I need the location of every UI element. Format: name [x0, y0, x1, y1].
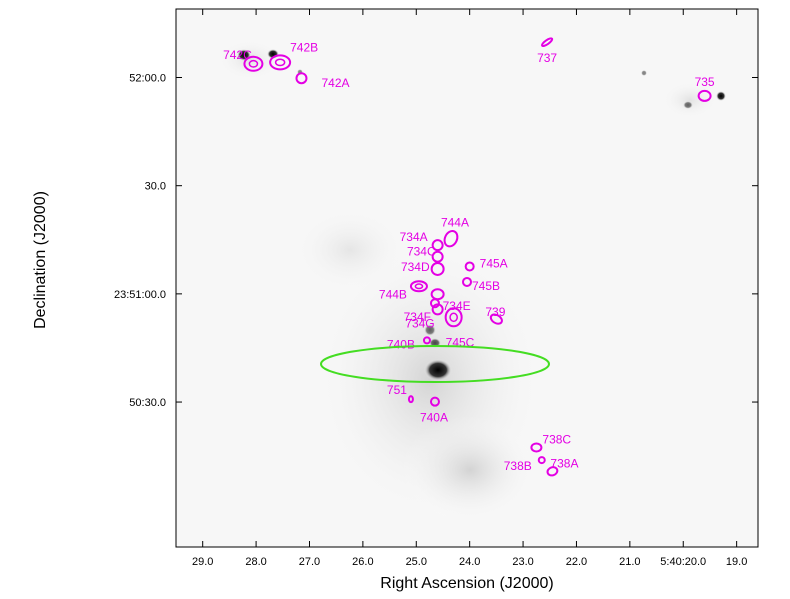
- contour-740b: [422, 336, 431, 345]
- label-738c: 738C: [542, 432, 571, 446]
- contour-739: [489, 313, 503, 325]
- label-738b: 738B: [504, 459, 532, 473]
- label-740a: 740A: [420, 411, 448, 425]
- label-751: 751: [387, 383, 407, 397]
- contour-735: [697, 89, 712, 102]
- x-tick-label: 28.0: [245, 556, 266, 568]
- contour-745a: [464, 261, 475, 272]
- label-734f: 734F: [404, 310, 431, 324]
- contour-738a: [546, 466, 559, 477]
- contour-751: [407, 395, 414, 404]
- label-742c: 742C: [223, 48, 252, 62]
- label-734g: 734G: [405, 316, 434, 330]
- label-744b: 744B: [379, 287, 407, 301]
- contour-745b: [462, 276, 472, 287]
- contour-734d: [430, 261, 445, 276]
- x-tick-label: 24.0: [459, 556, 480, 568]
- label-737: 737: [537, 51, 557, 65]
- x-axis-title: Right Ascension (J2000): [380, 575, 553, 592]
- x-tick-label: 22.0: [566, 556, 587, 568]
- contour-744b: [409, 280, 428, 293]
- label-745b: 745B: [472, 279, 500, 293]
- y-tick-label: 50:30.0: [129, 397, 166, 409]
- contour-738c: [530, 442, 543, 453]
- label-739: 739: [485, 305, 505, 319]
- plot-frame: [175, 8, 759, 548]
- y-tick-label: 30.0: [145, 181, 166, 193]
- greyscale-image: [176, 9, 758, 547]
- contour-745c: [444, 307, 463, 328]
- x-tick-label: 19.0: [726, 556, 747, 568]
- x-tick-label: 25.0: [406, 556, 427, 568]
- contour-738b: [537, 456, 546, 465]
- contour-734g: [431, 303, 444, 316]
- contour-inner-745c: [449, 312, 459, 323]
- x-tick-label: 21.0: [619, 556, 640, 568]
- contour-734a: [431, 239, 444, 252]
- contour-742b: [269, 54, 292, 71]
- contour-inner-742c: [248, 59, 259, 68]
- y-tick-label: 52:00.0: [129, 73, 166, 85]
- contour-740a: [429, 396, 440, 407]
- y-tick-label: 23:51:00.0: [114, 289, 166, 301]
- contour-inner-742b: [274, 58, 286, 67]
- contour-734c: [431, 250, 444, 263]
- x-tick-label: 27.0: [299, 556, 320, 568]
- label-734c: 734C: [407, 245, 436, 259]
- source-contours: [243, 37, 712, 477]
- contour-742c: [243, 55, 264, 72]
- contour-742a: [295, 72, 308, 85]
- label-742b: 742B: [290, 40, 318, 54]
- label-742a: 742A: [321, 76, 349, 90]
- contour-734f: [429, 298, 440, 309]
- x-tick-label: 29.0: [192, 556, 213, 568]
- contour-737: [541, 37, 554, 47]
- label-735: 735: [695, 75, 715, 89]
- label-734a: 734A: [400, 230, 428, 244]
- y-axis-title: Declination (J2000): [32, 191, 49, 329]
- axis-ticks: 29.0 28.0 27.0 26.0 25.0 24.0 23.0 22.0 21.0 5:40…: [114, 9, 758, 568]
- x-tick-label: 23.0: [512, 556, 533, 568]
- contour-inner-744b: [414, 283, 424, 290]
- label-744a: 744A: [441, 216, 469, 230]
- green-beam-ellipse: [320, 345, 550, 383]
- label-734e: 734E: [443, 299, 471, 313]
- label-738a: 738A: [550, 456, 578, 470]
- label-740b: 740B: [387, 337, 415, 351]
- contour-744a: [443, 230, 459, 248]
- x-tick-label: 5:40:20.0: [660, 556, 706, 568]
- label-734d: 734D: [401, 260, 430, 274]
- x-tick-label: 26.0: [352, 556, 373, 568]
- label-745a: 745A: [480, 256, 508, 270]
